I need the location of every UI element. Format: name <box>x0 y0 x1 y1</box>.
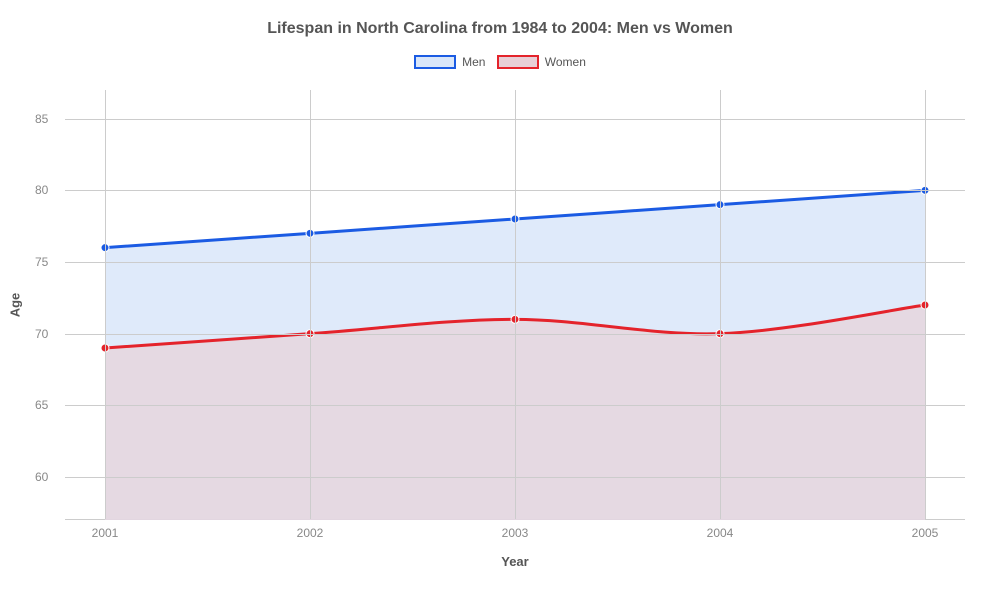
y-tick-label: 70 <box>35 327 48 341</box>
y-tick-label: 80 <box>35 183 48 197</box>
legend-item-women: Women <box>497 55 586 69</box>
x-tick-label: 2005 <box>912 526 939 540</box>
gridline-vertical <box>925 90 926 519</box>
x-tick-label: 2001 <box>92 526 119 540</box>
gridline-horizontal <box>65 334 965 335</box>
y-tick-label: 85 <box>35 112 48 126</box>
gridline-horizontal <box>65 262 965 263</box>
legend-swatch-men <box>414 55 456 69</box>
x-axis-label: Year <box>65 554 965 569</box>
x-tick-label: 2003 <box>502 526 529 540</box>
y-tick-label: 75 <box>35 255 48 269</box>
gridline-horizontal <box>65 477 965 478</box>
legend-item-men: Men <box>414 55 485 69</box>
y-axis-label: Age <box>8 292 23 317</box>
chart-title: Lifespan in North Carolina from 1984 to … <box>0 20 1000 38</box>
gridline-horizontal <box>65 405 965 406</box>
x-tick-label: 2004 <box>707 526 734 540</box>
gridline-horizontal <box>65 190 965 191</box>
legend: Men Women <box>0 55 1000 72</box>
y-tick-label: 65 <box>35 398 48 412</box>
legend-swatch-women <box>497 55 539 69</box>
gridline-vertical <box>720 90 721 519</box>
y-tick-label: 60 <box>35 470 48 484</box>
gridline-vertical <box>310 90 311 519</box>
plot-area: Year Age 2001200220032004200560657075808… <box>65 90 965 520</box>
gridline-vertical <box>515 90 516 519</box>
gridline-vertical <box>105 90 106 519</box>
legend-label-women: Women <box>545 55 586 69</box>
gridline-horizontal <box>65 119 965 120</box>
x-tick-label: 2002 <box>297 526 324 540</box>
legend-label-men: Men <box>462 55 485 69</box>
